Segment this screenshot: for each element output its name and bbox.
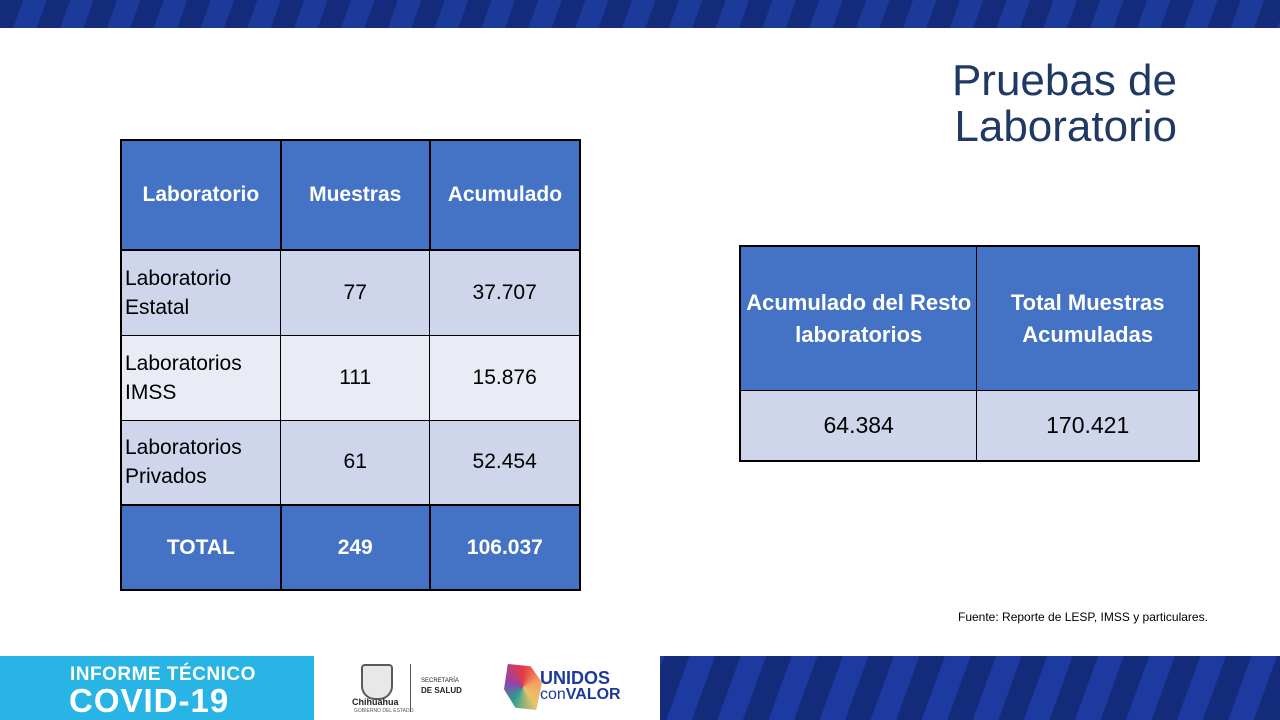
row-muestras: 77: [280, 249, 431, 336]
valor-text: VALOR: [565, 686, 621, 703]
convalor-label: conVALOR: [540, 686, 621, 704]
summary-table: Acumulado del Resto laboratorios Total M…: [739, 245, 1200, 462]
row-muestras: 111: [280, 334, 431, 421]
header-acumulado-resto: Acumulado del Resto laboratorios: [739, 245, 978, 391]
row-name: Laboratorios Privados: [120, 419, 282, 506]
lab-table-header-row: Laboratorio Muestras Acumulado: [120, 139, 582, 251]
row-acumulado: 52.454: [429, 419, 581, 506]
value-acumulado-resto: 64.384: [739, 390, 978, 462]
total-label: TOTAL: [120, 504, 282, 591]
chihuahua-label: Chihuahua: [352, 697, 399, 707]
source-note: Fuente: Reporte de LESP, IMSS y particul…: [958, 610, 1208, 624]
salud-label: DE SALUD: [421, 686, 462, 695]
row-name-text: Laboratorio Estatal: [125, 266, 232, 319]
logo-divider: [410, 664, 411, 712]
summary-header-row: Acumulado del Resto laboratorios Total M…: [739, 245, 1200, 391]
footer-covid: COVID-19: [69, 682, 230, 719]
summary-value-row: 64.384 170.421: [739, 390, 1200, 462]
footer-logos: Chihuahua GOBIERNO DEL ESTADO SECRETARÍA…: [314, 656, 660, 720]
row-name-text: Laboratorios IMSS: [125, 351, 242, 404]
value-total-muestras: 170.421: [976, 390, 1200, 462]
row-name-text: Laboratorios Privados: [125, 436, 242, 489]
title-line-1: Pruebas de: [951, 56, 1177, 105]
header-muestras: Muestras: [279, 139, 431, 251]
header-acumulado: Acumulado: [428, 139, 582, 251]
top-stripe-bar: [0, 0, 1280, 28]
total-muestras: 249: [279, 504, 431, 591]
lab-table: Laboratorio Muestras Acumulado Laborator…: [120, 139, 582, 591]
row-acumulado: 15.876: [429, 334, 581, 421]
chihuahua-shield-icon: [361, 664, 393, 700]
footer-banner: INFORME TÉCNICO COVID-19 Chihuahua GOBIE…: [0, 656, 1280, 720]
table-row: Laboratorios Privados 61 52.454: [120, 419, 581, 506]
unidos-label: UNIDOS: [540, 668, 611, 688]
header-laboratorio: Laboratorio: [120, 139, 282, 251]
total-row: TOTAL 249 106.037: [120, 504, 582, 591]
row-name: Laboratorio Estatal: [120, 249, 282, 336]
total-acumulado: 106.037: [428, 504, 582, 591]
title-line-2: Laboratorio: [954, 102, 1177, 151]
row-name: Laboratorios IMSS: [120, 334, 282, 421]
table-row: Laboratorio Estatal 77 37.707: [120, 249, 581, 336]
con-text: con: [540, 686, 566, 703]
row-acumulado: 37.707: [429, 249, 581, 336]
secretaria-label: SECRETARÍA: [421, 678, 459, 684]
table-row: Laboratorios IMSS 111 15.876: [120, 334, 581, 421]
chihuahua-sublabel: GOBIERNO DEL ESTADO: [354, 708, 414, 714]
page-title: Pruebas de Laboratorio: [757, 58, 1177, 150]
header-total-muestras: Total Muestras Acumuladas: [976, 245, 1200, 391]
colorful-map-icon: [504, 664, 542, 710]
footer-report-label: INFORME TÉCNICO COVID-19: [0, 656, 314, 720]
footer-informe-tecnico: INFORME TÉCNICO: [70, 664, 256, 685]
row-muestras: 61: [280, 419, 431, 506]
